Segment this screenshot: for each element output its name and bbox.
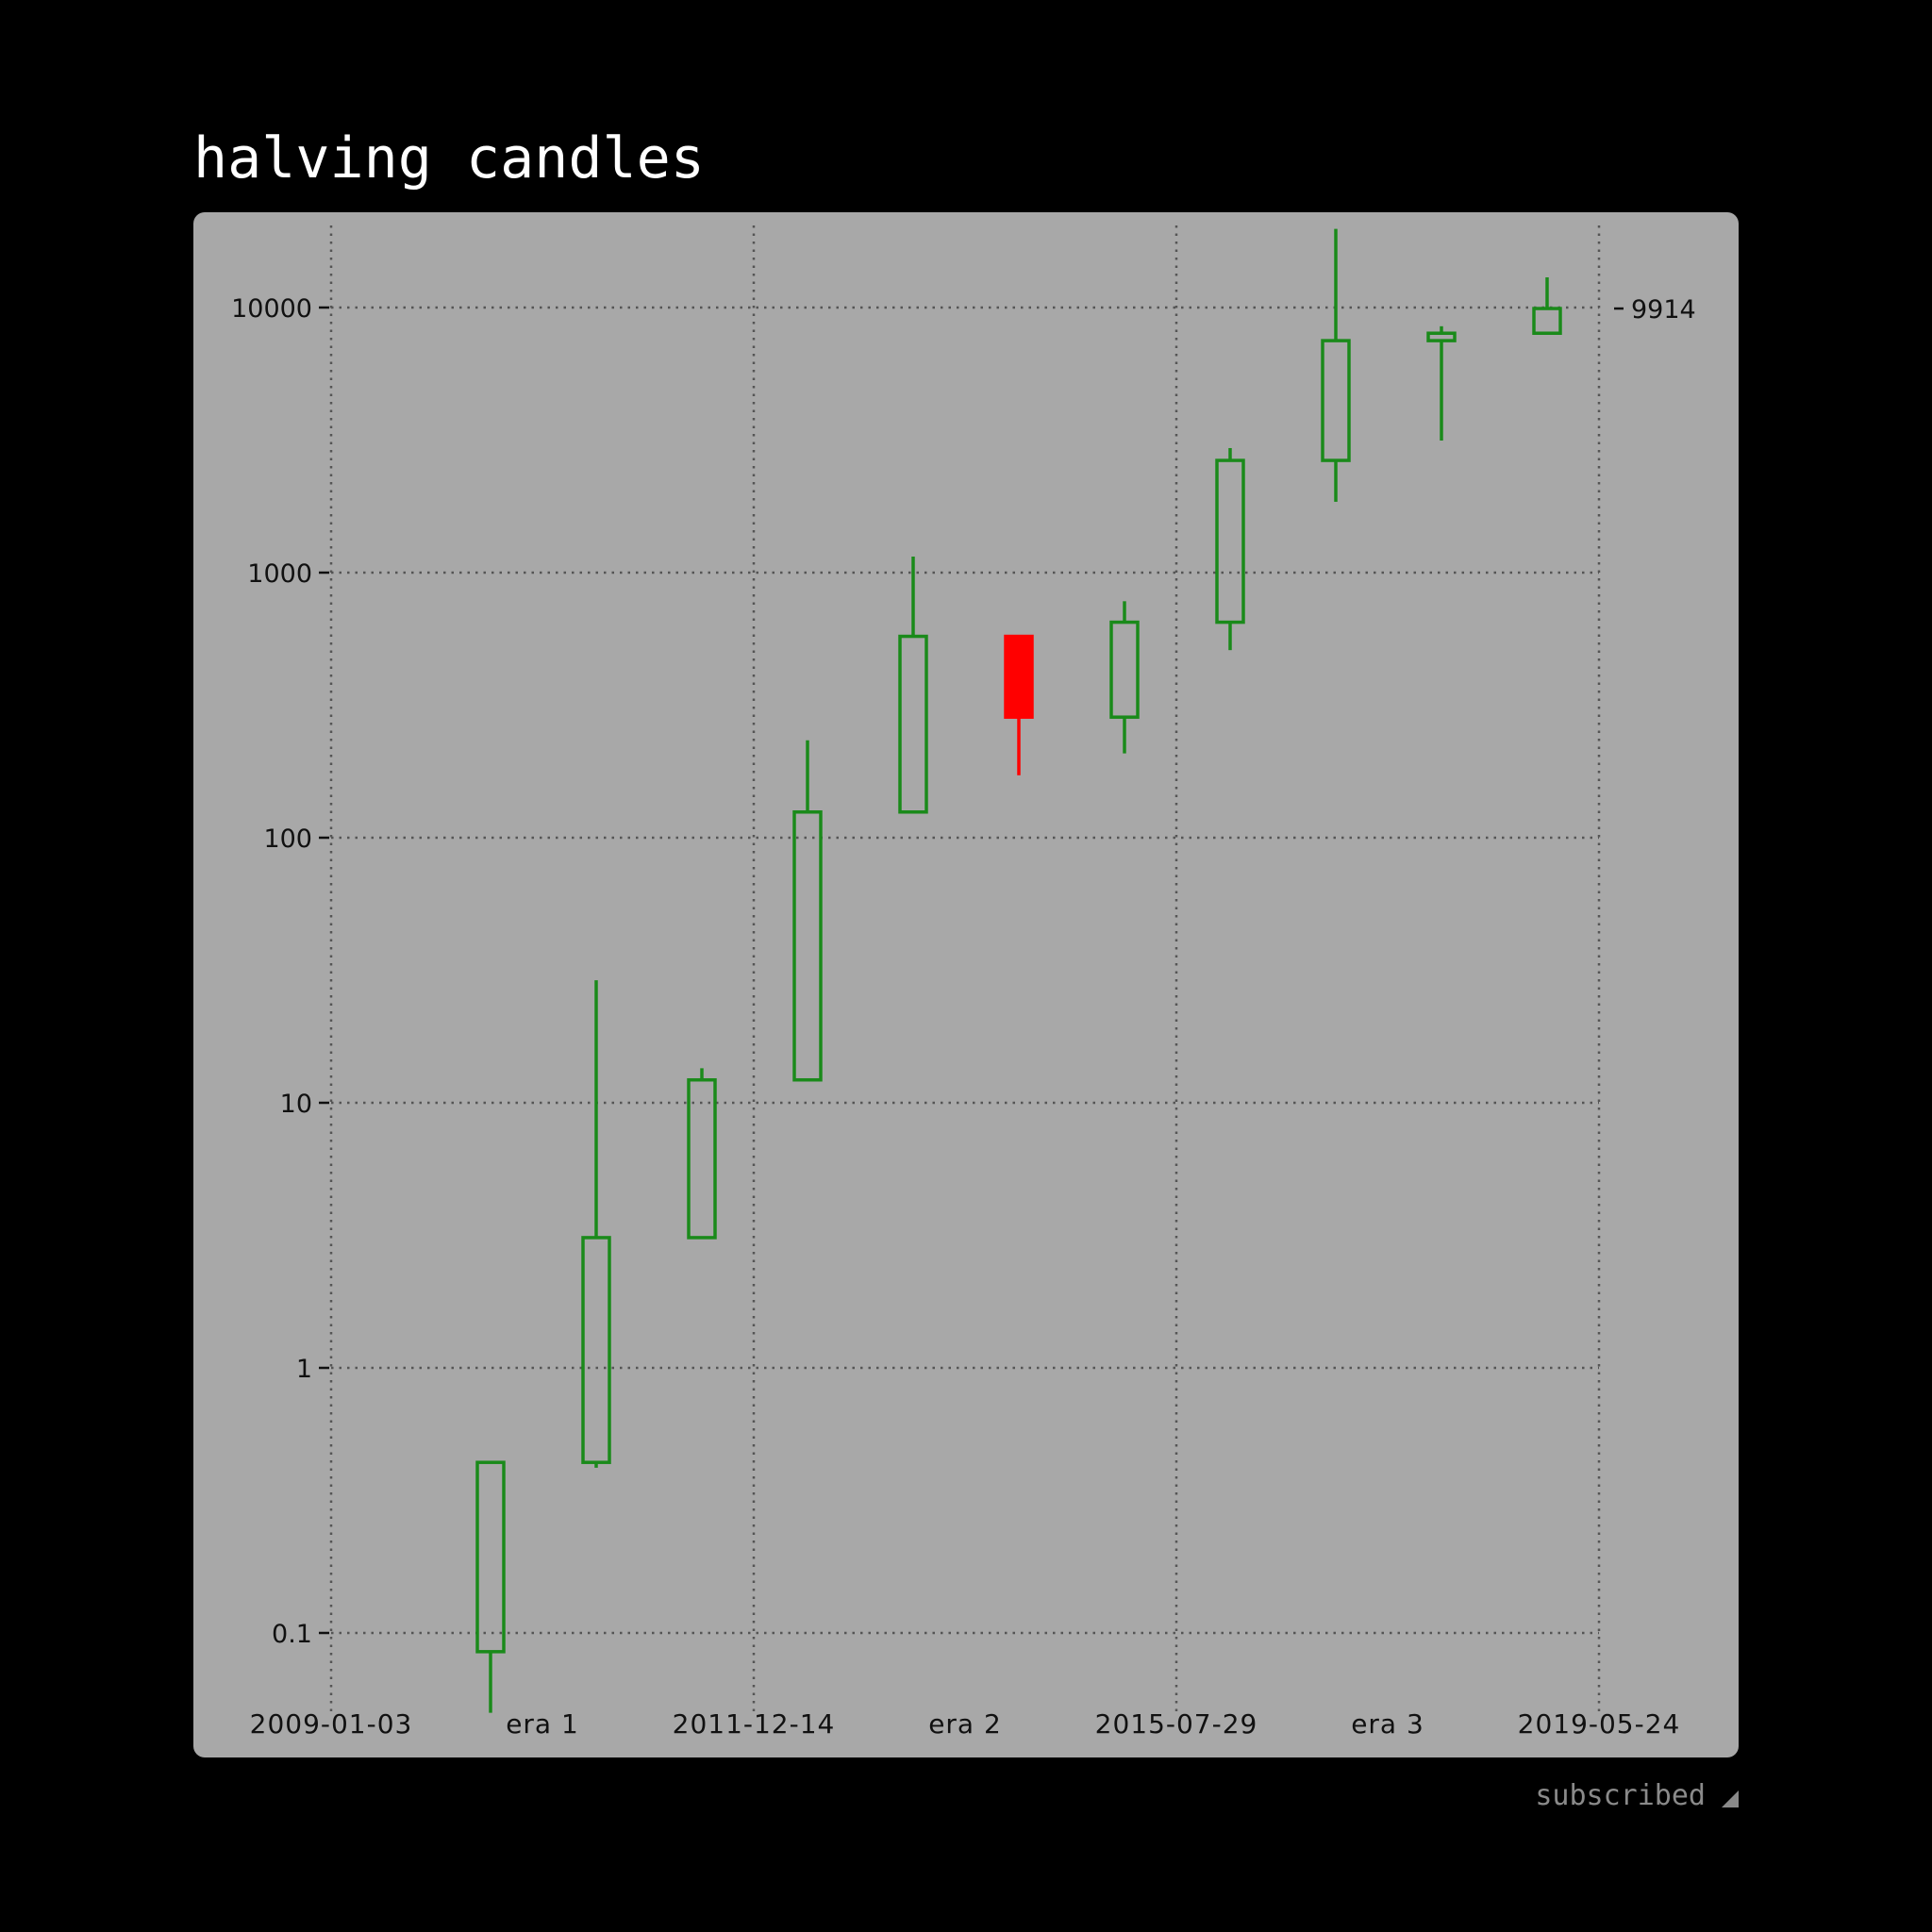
candle-body (1532, 307, 1562, 335)
y-tick-label: 0.1 (272, 1620, 312, 1649)
y-tick-label: 10 (280, 1090, 312, 1119)
chart-panel: 0.1 1 10 100 1000 10000 2009-01-03 era 1 2011-12… (193, 212, 1739, 1757)
candlestick-chart: 0.1 1 10 100 1000 10000 2009-01-03 era 1 2011-12… (231, 225, 1696, 1740)
candle (1532, 276, 1562, 335)
candle-body (1109, 620, 1140, 719)
candle-body (1321, 339, 1351, 462)
candle-body (898, 634, 928, 814)
resize-corner-icon[interactable] (1722, 1790, 1739, 1807)
candle (1426, 325, 1457, 441)
x-tick-label: era 2 (928, 1708, 1002, 1740)
y-tick-label: 1 (296, 1355, 312, 1384)
x-tick-label: 2009-01-03 (250, 1708, 413, 1740)
candle-body (687, 1077, 717, 1240)
candle (1321, 228, 1351, 502)
candle-body (792, 810, 823, 1082)
candle-body (475, 1460, 506, 1654)
candle (898, 556, 928, 814)
x-tick-label: 2015-07-29 (1095, 1708, 1258, 1740)
chart-title: halving candles (193, 125, 705, 192)
y-tick-label: 10000 (231, 294, 312, 324)
candle-layer (475, 228, 1562, 1713)
last-value-label: 9914 (1631, 295, 1696, 325)
candle (581, 980, 611, 1468)
candle-body (1215, 458, 1245, 625)
x-tick-label: era 3 (1351, 1708, 1424, 1740)
candle (1109, 601, 1140, 754)
x-tick-label: 2011-12-14 (673, 1708, 836, 1740)
candle-body (581, 1236, 611, 1464)
x-tick-label: era 1 (506, 1708, 579, 1740)
candle (1004, 634, 1034, 775)
x-tick-label: 2019-05-24 (1518, 1708, 1681, 1740)
candle (792, 740, 823, 1082)
candle (475, 1460, 506, 1713)
candle-body (1004, 634, 1034, 719)
candle (1215, 447, 1245, 651)
status-label[interactable]: subscribed (1535, 1779, 1706, 1812)
candle (687, 1068, 717, 1240)
y-tick-label: 1000 (247, 559, 312, 589)
label-layer: 0.1 1 10 100 1000 10000 2009-01-03 era 1 2011-12… (231, 294, 1696, 1740)
y-tick-label: 100 (263, 824, 312, 854)
candle-body (1426, 331, 1457, 342)
grid-layer (319, 225, 1601, 1712)
